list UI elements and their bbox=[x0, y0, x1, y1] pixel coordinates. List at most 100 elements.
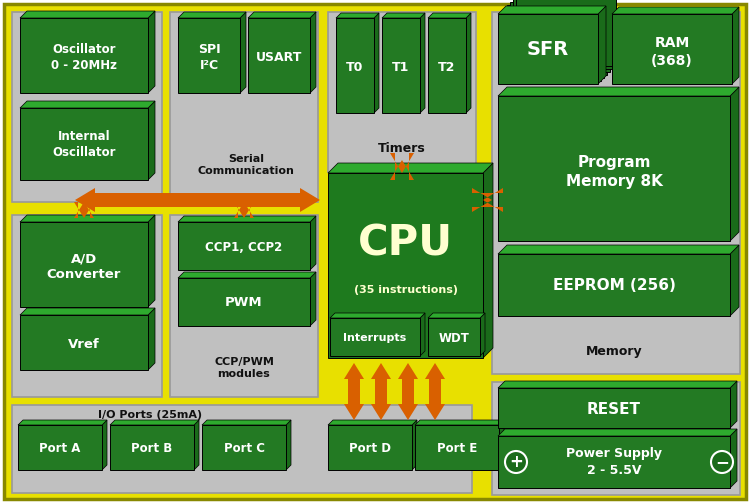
FancyBboxPatch shape bbox=[498, 388, 730, 428]
Polygon shape bbox=[336, 13, 379, 18]
Polygon shape bbox=[371, 363, 391, 420]
FancyBboxPatch shape bbox=[178, 222, 310, 270]
Polygon shape bbox=[102, 420, 107, 470]
Polygon shape bbox=[472, 188, 503, 212]
Text: Port C: Port C bbox=[224, 442, 265, 455]
FancyBboxPatch shape bbox=[428, 18, 466, 113]
Polygon shape bbox=[420, 313, 425, 356]
Circle shape bbox=[711, 451, 733, 473]
Text: (35 instructions): (35 instructions) bbox=[353, 285, 458, 295]
Polygon shape bbox=[20, 11, 155, 18]
FancyBboxPatch shape bbox=[178, 18, 240, 93]
Text: CPU: CPU bbox=[358, 222, 453, 264]
FancyBboxPatch shape bbox=[492, 382, 740, 495]
Polygon shape bbox=[18, 420, 107, 425]
FancyBboxPatch shape bbox=[12, 215, 162, 397]
Polygon shape bbox=[612, 7, 739, 14]
FancyBboxPatch shape bbox=[330, 318, 420, 356]
FancyBboxPatch shape bbox=[202, 425, 286, 470]
FancyBboxPatch shape bbox=[498, 14, 598, 84]
Text: RESET: RESET bbox=[587, 401, 641, 416]
Circle shape bbox=[505, 451, 527, 473]
Text: USART: USART bbox=[256, 50, 302, 63]
Text: −: − bbox=[715, 453, 729, 471]
Text: Memory: Memory bbox=[586, 346, 642, 359]
Polygon shape bbox=[420, 13, 425, 113]
FancyBboxPatch shape bbox=[507, 5, 607, 75]
Polygon shape bbox=[428, 313, 485, 318]
Polygon shape bbox=[498, 87, 739, 96]
Polygon shape bbox=[498, 6, 606, 14]
Text: Interrupts: Interrupts bbox=[344, 333, 406, 343]
FancyBboxPatch shape bbox=[328, 12, 476, 172]
Polygon shape bbox=[415, 420, 504, 425]
FancyBboxPatch shape bbox=[492, 12, 740, 374]
Polygon shape bbox=[374, 13, 379, 113]
Polygon shape bbox=[75, 188, 320, 212]
Text: Internal
Oscillator: Internal Oscillator bbox=[53, 130, 116, 159]
Polygon shape bbox=[412, 420, 417, 470]
Polygon shape bbox=[466, 13, 471, 113]
Polygon shape bbox=[344, 363, 364, 420]
FancyBboxPatch shape bbox=[504, 8, 604, 78]
Polygon shape bbox=[483, 163, 493, 358]
Polygon shape bbox=[310, 216, 316, 270]
Text: Timers: Timers bbox=[378, 141, 426, 154]
FancyBboxPatch shape bbox=[336, 18, 374, 113]
Text: Serial
Communication: Serial Communication bbox=[197, 154, 295, 176]
Polygon shape bbox=[328, 420, 417, 425]
Polygon shape bbox=[730, 429, 737, 488]
Polygon shape bbox=[310, 272, 316, 326]
Polygon shape bbox=[730, 381, 737, 428]
FancyBboxPatch shape bbox=[178, 278, 310, 326]
Polygon shape bbox=[382, 13, 425, 18]
FancyBboxPatch shape bbox=[428, 318, 480, 356]
Text: Port E: Port E bbox=[436, 442, 477, 455]
FancyBboxPatch shape bbox=[415, 425, 499, 470]
Polygon shape bbox=[148, 308, 155, 370]
FancyBboxPatch shape bbox=[498, 96, 730, 241]
FancyBboxPatch shape bbox=[20, 108, 148, 180]
Text: SPI
I²C: SPI I²C bbox=[198, 42, 220, 71]
Polygon shape bbox=[202, 420, 291, 425]
Polygon shape bbox=[330, 313, 425, 318]
Polygon shape bbox=[310, 12, 316, 93]
Polygon shape bbox=[499, 420, 504, 470]
Polygon shape bbox=[286, 420, 291, 470]
Text: EEPROM (256): EEPROM (256) bbox=[553, 279, 676, 293]
Polygon shape bbox=[598, 6, 606, 84]
FancyBboxPatch shape bbox=[498, 254, 730, 316]
Text: Port B: Port B bbox=[131, 442, 172, 455]
Polygon shape bbox=[480, 313, 485, 356]
FancyBboxPatch shape bbox=[510, 2, 610, 72]
Text: CCP1, CCP2: CCP1, CCP2 bbox=[206, 240, 283, 254]
FancyBboxPatch shape bbox=[382, 18, 420, 113]
FancyBboxPatch shape bbox=[248, 18, 310, 93]
Text: I/O Ports (25mA): I/O Ports (25mA) bbox=[98, 410, 202, 420]
Text: T2: T2 bbox=[438, 60, 456, 73]
FancyBboxPatch shape bbox=[170, 12, 318, 202]
Polygon shape bbox=[498, 429, 737, 436]
Polygon shape bbox=[178, 216, 316, 222]
Text: +: + bbox=[509, 453, 523, 471]
Text: T1: T1 bbox=[392, 60, 410, 73]
Polygon shape bbox=[498, 245, 739, 254]
Text: CCP/PWM
modules: CCP/PWM modules bbox=[214, 357, 274, 379]
Polygon shape bbox=[428, 13, 471, 18]
Polygon shape bbox=[148, 101, 155, 180]
Polygon shape bbox=[74, 202, 94, 218]
Polygon shape bbox=[110, 420, 199, 425]
Text: Port D: Port D bbox=[349, 442, 391, 455]
Polygon shape bbox=[240, 12, 246, 93]
FancyBboxPatch shape bbox=[501, 11, 601, 81]
Polygon shape bbox=[194, 420, 199, 470]
FancyBboxPatch shape bbox=[513, 0, 613, 69]
FancyBboxPatch shape bbox=[18, 425, 102, 470]
Polygon shape bbox=[20, 215, 155, 222]
FancyBboxPatch shape bbox=[12, 12, 162, 202]
Text: Program
Memory 8K: Program Memory 8K bbox=[566, 155, 662, 189]
Polygon shape bbox=[732, 7, 739, 84]
Text: SFR: SFR bbox=[526, 40, 569, 58]
Polygon shape bbox=[234, 202, 254, 218]
Text: Oscillator
0 - 20MHz: Oscillator 0 - 20MHz bbox=[51, 42, 117, 71]
